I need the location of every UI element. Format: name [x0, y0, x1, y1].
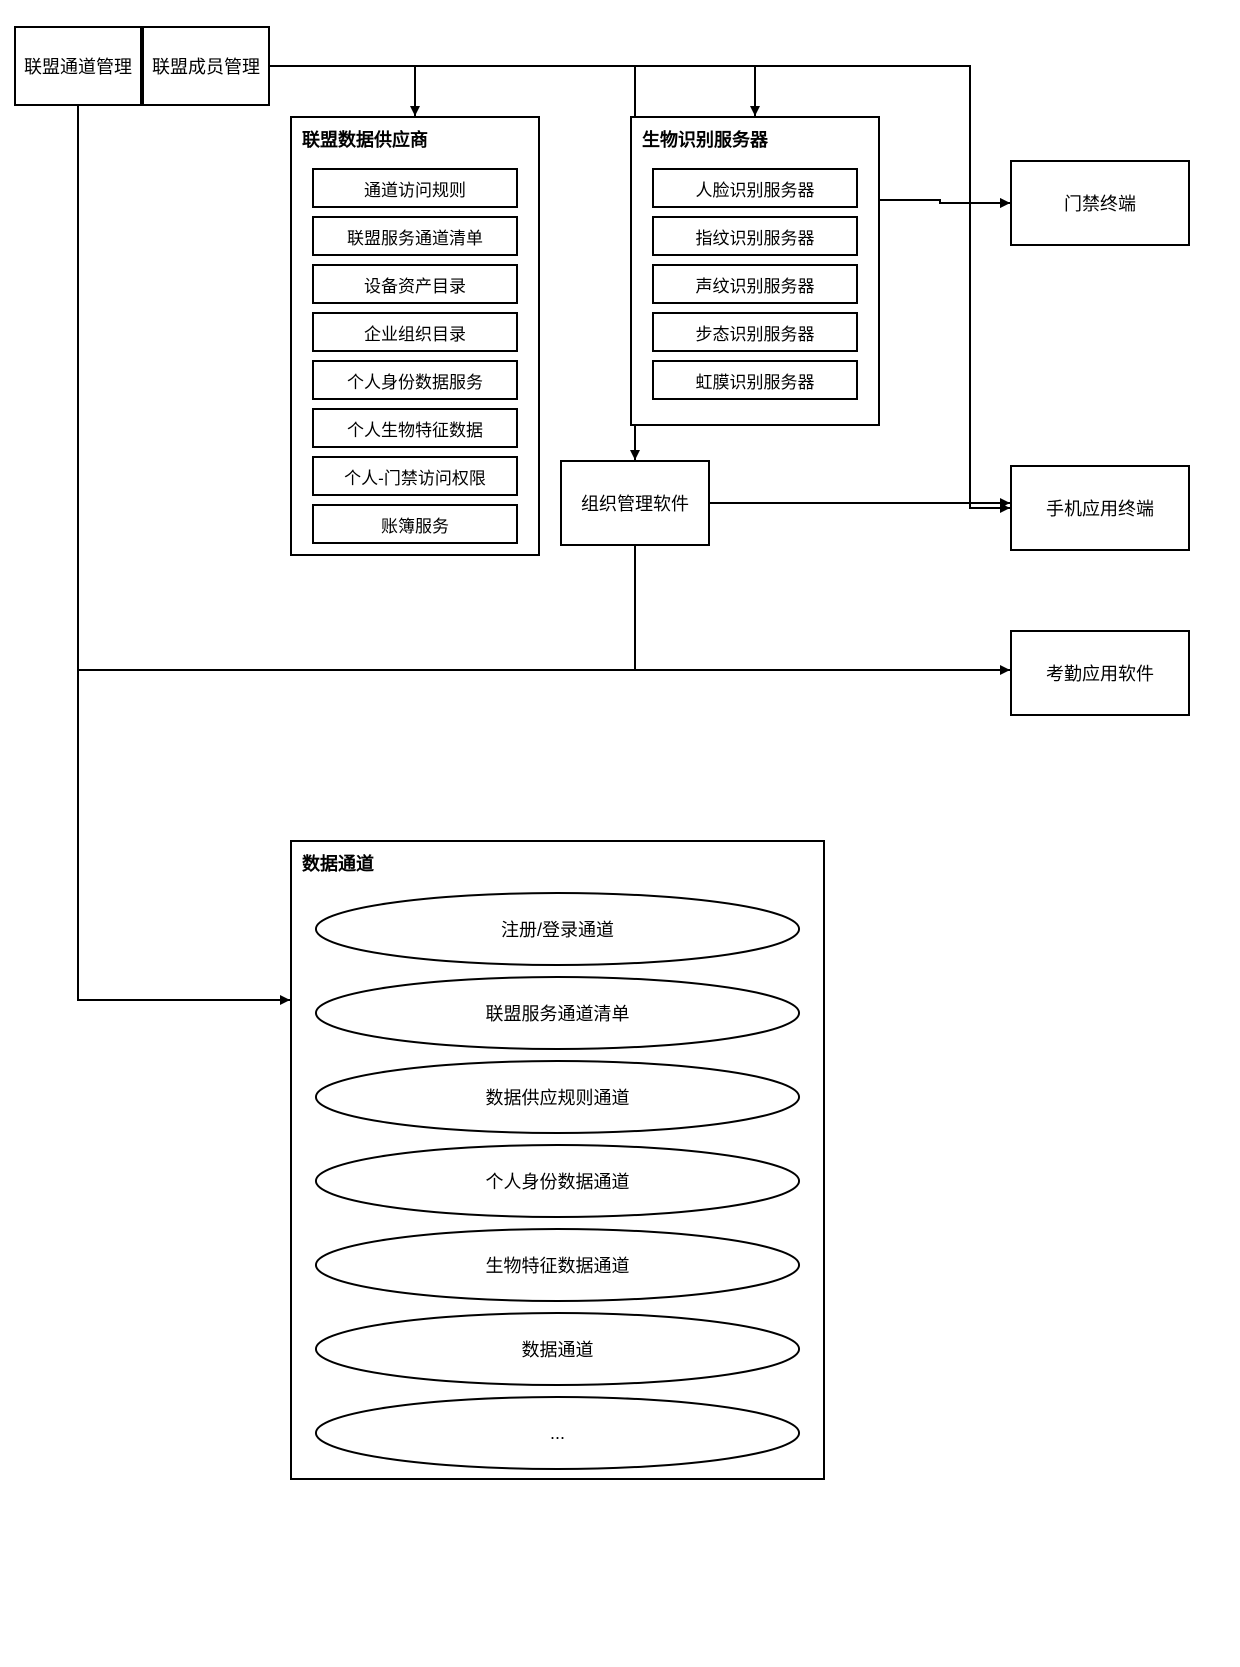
channel-ellipse: ... [312, 1394, 803, 1472]
channel-ellipse: 数据通道 [312, 1310, 803, 1388]
supplier-item: 设备资产目录 [312, 264, 518, 304]
supplier-item: 联盟服务通道清单 [312, 216, 518, 256]
bio-item: 步态识别服务器 [652, 312, 858, 352]
channel-ellipse: 个人身份数据通道 [312, 1142, 803, 1220]
supplier-item: 企业组织目录 [312, 312, 518, 352]
channel-ellipse: 注册/登录通道 [312, 890, 803, 968]
node-alliance-channel-mgmt: 联盟通道管理 [14, 26, 142, 106]
title: 数据通道 [292, 842, 823, 884]
label: 考勤应用软件 [1046, 660, 1154, 686]
node-org-mgmt: 组织管理软件 [560, 460, 710, 546]
diagram-canvas: 联盟通道管理 联盟成员管理 联盟数据供应商 通道访问规则联盟服务通道清单设备资产… [0, 0, 1240, 1667]
container-data-channel: 数据通道 注册/登录通道联盟服务通道清单数据供应规则通道个人身份数据通道生物特征… [290, 840, 825, 1480]
label: 组织管理软件 [581, 490, 689, 516]
container-data-supplier: 联盟数据供应商 通道访问规则联盟服务通道清单设备资产目录企业组织目录个人身份数据… [290, 116, 540, 556]
label: 门禁终端 [1064, 190, 1136, 216]
label: 联盟成员管理 [152, 53, 260, 79]
bio-item: 指纹识别服务器 [652, 216, 858, 256]
channel-ellipse: 生物特征数据通道 [312, 1226, 803, 1304]
channel-ellipse: 联盟服务通道清单 [312, 974, 803, 1052]
node-terminal-gate: 门禁终端 [1010, 160, 1190, 246]
supplier-item: 个人生物特征数据 [312, 408, 518, 448]
title: 联盟数据供应商 [292, 118, 538, 160]
channel-ellipse: 数据供应规则通道 [312, 1058, 803, 1136]
bio-item: 虹膜识别服务器 [652, 360, 858, 400]
supplier-item: 个人身份数据服务 [312, 360, 518, 400]
node-alliance-member-mgmt: 联盟成员管理 [142, 26, 270, 106]
container-bio-server: 生物识别服务器 人脸识别服务器指纹识别服务器声纹识别服务器步态识别服务器虹膜识别… [630, 116, 880, 426]
label: 联盟通道管理 [24, 53, 132, 79]
supplier-item: 通道访问规则 [312, 168, 518, 208]
supplier-item: 个人-门禁访问权限 [312, 456, 518, 496]
bio-item: 人脸识别服务器 [652, 168, 858, 208]
title: 生物识别服务器 [632, 118, 878, 160]
label: 手机应用终端 [1046, 495, 1154, 521]
supplier-item: 账簿服务 [312, 504, 518, 544]
node-terminal-attendance: 考勤应用软件 [1010, 630, 1190, 716]
node-terminal-mobile: 手机应用终端 [1010, 465, 1190, 551]
bio-item: 声纹识别服务器 [652, 264, 858, 304]
